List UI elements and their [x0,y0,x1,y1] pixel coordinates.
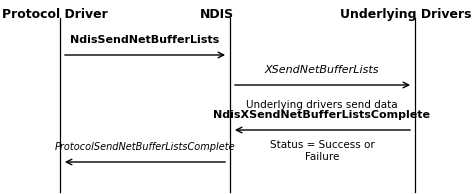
Text: NdisXSendNetBufferListsComplete: NdisXSendNetBufferListsComplete [213,110,430,120]
Text: Status = Success or
Failure: Status = Success or Failure [270,140,374,162]
Text: NdisSendNetBufferLists: NdisSendNetBufferLists [70,35,219,45]
Text: ProtocolSendNetBufferListsComplete: ProtocolSendNetBufferListsComplete [55,142,235,152]
Text: XSendNetBufferLists: XSendNetBufferLists [265,65,379,75]
Text: Underlying drivers send data: Underlying drivers send data [246,100,398,110]
Text: Underlying Drivers: Underlying Drivers [340,8,472,21]
Text: NDIS: NDIS [200,8,234,21]
Text: Protocol Driver: Protocol Driver [2,8,108,21]
